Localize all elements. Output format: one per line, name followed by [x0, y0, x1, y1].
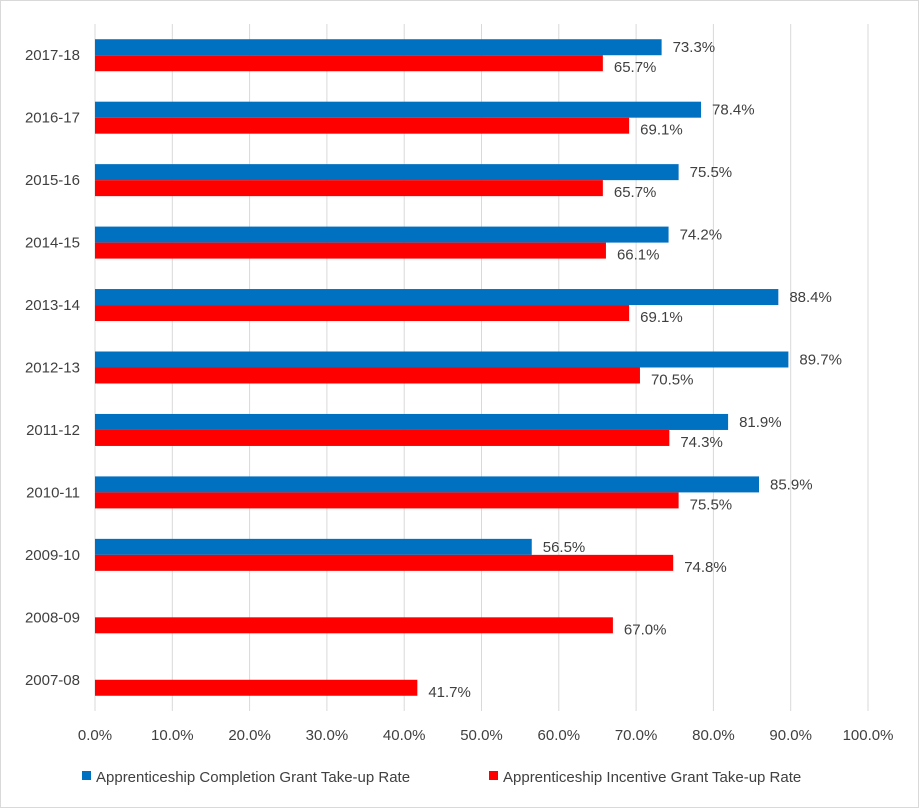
data-label: 81.9%	[739, 414, 782, 431]
y-category-label: 2011-12	[26, 422, 80, 439]
bar-incentive	[95, 367, 640, 384]
data-label: 75.5%	[690, 164, 733, 181]
data-label: 65.7%	[614, 59, 657, 76]
bar-incentive	[95, 554, 674, 571]
data-label: 70.5%	[651, 372, 694, 389]
y-category-label: 2007-08	[25, 672, 80, 689]
bar-incentive	[95, 492, 679, 509]
bar-completion	[95, 413, 729, 430]
data-label: 78.4%	[712, 102, 755, 119]
y-category-label: 2013-14	[25, 297, 80, 314]
x-tick-label: 40.0%	[383, 727, 426, 744]
x-tick-label: 90.0%	[769, 727, 812, 744]
x-tick-label: 10.0%	[151, 727, 194, 744]
data-label: 66.1%	[617, 247, 660, 264]
legend-swatch	[82, 771, 91, 780]
bar-completion	[95, 289, 779, 306]
bar-completion	[95, 39, 662, 56]
y-category-label: 2010-11	[26, 484, 80, 501]
bar-completion	[95, 101, 702, 118]
x-tick-label: 60.0%	[538, 727, 581, 744]
y-category-label: 2012-13	[25, 360, 80, 377]
bar-completion	[95, 164, 679, 181]
data-label: 74.8%	[684, 559, 727, 576]
x-tick-label: 50.0%	[460, 727, 503, 744]
data-label: 73.3%	[673, 39, 716, 56]
legend: Apprenticeship Completion Grant Take-up …	[82, 769, 801, 786]
bar-incentive	[95, 55, 603, 72]
legend-label: Apprenticeship Incentive Grant Take-up R…	[503, 769, 801, 786]
data-label: 56.5%	[543, 539, 586, 556]
bar-incentive	[95, 305, 630, 322]
x-tick-label: 80.0%	[692, 727, 735, 744]
bar-incentive	[95, 242, 606, 259]
y-category-label: 2009-10	[25, 547, 80, 564]
legend-label: Apprenticeship Completion Grant Take-up …	[96, 769, 410, 786]
y-category-label: 2015-16	[25, 172, 80, 189]
bar-incentive	[95, 429, 670, 446]
x-tick-label: 30.0%	[306, 727, 349, 744]
y-category-label: 2008-09	[25, 609, 80, 626]
data-label: 88.4%	[789, 289, 832, 306]
x-tick-label: 70.0%	[615, 727, 658, 744]
bar-completion	[95, 476, 760, 493]
data-label: 67.0%	[624, 621, 667, 638]
data-label: 69.1%	[640, 309, 683, 326]
bar-incentive	[95, 679, 418, 696]
y-category-label: 2016-17	[25, 110, 80, 127]
y-category-label: 2017-18	[25, 47, 80, 64]
bar-incentive	[95, 117, 630, 134]
x-tick-label: 100.0%	[843, 727, 894, 744]
bar-incentive	[95, 617, 613, 634]
x-tick-label: 20.0%	[228, 727, 271, 744]
data-label: 89.7%	[799, 352, 842, 369]
data-label: 41.7%	[428, 684, 471, 701]
data-label: 69.1%	[640, 122, 683, 139]
bar-completion	[95, 538, 532, 555]
x-tick-label: 0.0%	[78, 727, 112, 744]
y-category-label: 2014-15	[25, 235, 80, 252]
data-label: 74.2%	[680, 227, 723, 244]
bar-completion	[95, 226, 669, 243]
data-label: 65.7%	[614, 184, 657, 201]
legend-swatch	[489, 771, 498, 780]
data-label: 74.3%	[680, 434, 723, 451]
bar-completion	[95, 351, 789, 368]
data-label: 75.5%	[690, 496, 733, 513]
data-label: 85.9%	[770, 476, 813, 493]
bar-incentive	[95, 180, 603, 197]
